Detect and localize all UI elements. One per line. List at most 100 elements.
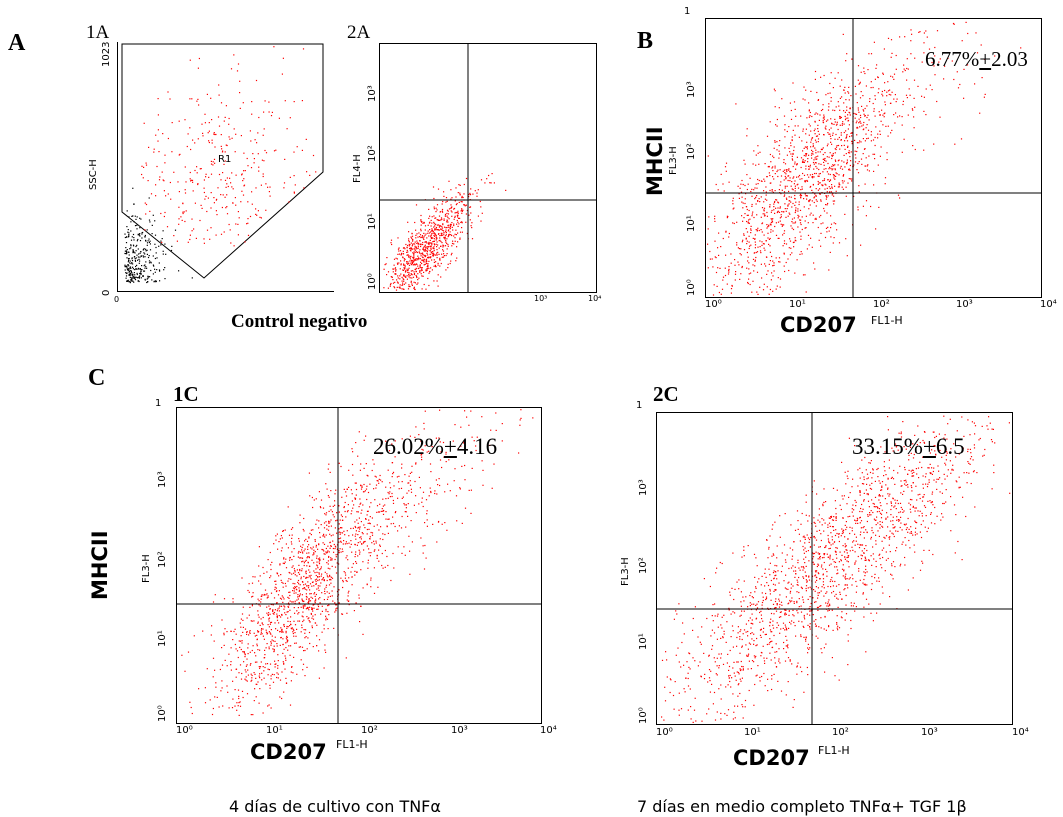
event-dot <box>221 687 223 689</box>
event-dot <box>419 271 421 273</box>
event-dot <box>264 589 267 591</box>
event-dot <box>370 552 372 554</box>
event-dot <box>456 257 458 259</box>
event-dot <box>864 148 866 150</box>
event-dot <box>779 207 781 209</box>
ungated-dot <box>144 234 146 237</box>
event-dot <box>399 287 401 289</box>
event-dot <box>774 190 776 192</box>
event-dot <box>293 175 295 177</box>
event-dot <box>291 559 293 561</box>
event-dot <box>313 593 315 595</box>
event-dot <box>379 544 381 546</box>
event-dot <box>756 291 758 293</box>
event-dot <box>289 594 291 597</box>
event-dot <box>307 581 309 583</box>
event-dot <box>810 139 813 141</box>
event-dot <box>418 257 420 259</box>
event-dot <box>855 520 857 522</box>
ungated-dot <box>129 274 131 276</box>
event-dot <box>423 422 425 424</box>
event-dot <box>750 668 752 670</box>
event-dot <box>404 275 406 277</box>
event-dot <box>825 195 827 197</box>
event-dot <box>290 627 292 629</box>
event-dot <box>383 510 385 512</box>
event-dot <box>312 615 314 617</box>
event-dot <box>848 86 850 88</box>
event-dot <box>801 253 803 255</box>
event-dot <box>225 207 227 209</box>
event-dot <box>830 579 832 581</box>
event-dot <box>210 163 213 165</box>
event-dot <box>761 592 763 594</box>
event-dot <box>274 580 276 582</box>
sublabel-1c: 1C <box>173 382 199 406</box>
event-dot <box>758 229 760 232</box>
event-dot <box>788 190 790 192</box>
event-dot <box>281 628 283 630</box>
event-dot <box>663 719 665 721</box>
event-dot <box>867 514 869 516</box>
event-dot <box>345 541 347 543</box>
event-dot <box>811 157 813 159</box>
event-dot <box>326 488 328 490</box>
event-dot <box>327 560 329 562</box>
event-dot <box>812 145 814 147</box>
event-dot <box>446 242 448 245</box>
event-dot <box>807 222 809 224</box>
event-dot <box>858 142 860 144</box>
event-dot <box>298 587 300 589</box>
event-dot <box>803 577 805 579</box>
event-dot <box>863 121 865 124</box>
event-dot <box>327 529 330 531</box>
event-dot <box>877 530 879 532</box>
event-dot <box>451 222 453 224</box>
event-dot <box>362 561 364 563</box>
event-dot <box>189 59 191 61</box>
event-dot <box>739 615 741 617</box>
event-dot <box>734 259 736 261</box>
event-dot <box>290 645 292 647</box>
event-dot <box>269 663 272 665</box>
event-dot <box>212 161 214 163</box>
event-dot <box>793 176 795 178</box>
event-dot <box>423 428 425 430</box>
event-dot <box>730 686 732 688</box>
event-dot <box>748 262 750 264</box>
event-dot <box>345 574 347 576</box>
event-dot <box>322 542 324 544</box>
event-dot <box>412 244 414 246</box>
ungated-dot <box>133 281 135 283</box>
ungated-dot <box>128 270 131 273</box>
event-dot <box>311 581 314 583</box>
event-dot <box>313 552 315 554</box>
event-dot <box>270 629 272 631</box>
event-dot <box>810 212 812 214</box>
event-dot <box>810 130 812 132</box>
event-dot <box>457 192 459 194</box>
event-dot <box>841 186 843 188</box>
event-dot <box>870 555 872 557</box>
event-dot <box>809 214 811 216</box>
event-dot <box>852 578 854 580</box>
event-dot <box>841 495 843 497</box>
event-dot <box>191 230 193 232</box>
event-dot <box>357 534 359 536</box>
event-dot <box>405 504 407 506</box>
event-dot <box>328 520 330 522</box>
event-dot <box>286 128 288 130</box>
event-dot <box>272 640 274 642</box>
event-dot <box>289 600 291 602</box>
event-dot <box>222 172 224 174</box>
event-dot <box>780 181 782 183</box>
event-dot <box>392 271 394 273</box>
event-dot <box>746 243 748 245</box>
event-dot <box>890 56 892 58</box>
event-dot <box>289 609 291 611</box>
event-dot <box>194 169 196 172</box>
event-dot <box>814 147 816 149</box>
event-dot <box>237 223 239 225</box>
event-dot <box>446 209 449 211</box>
event-dot <box>824 127 826 129</box>
